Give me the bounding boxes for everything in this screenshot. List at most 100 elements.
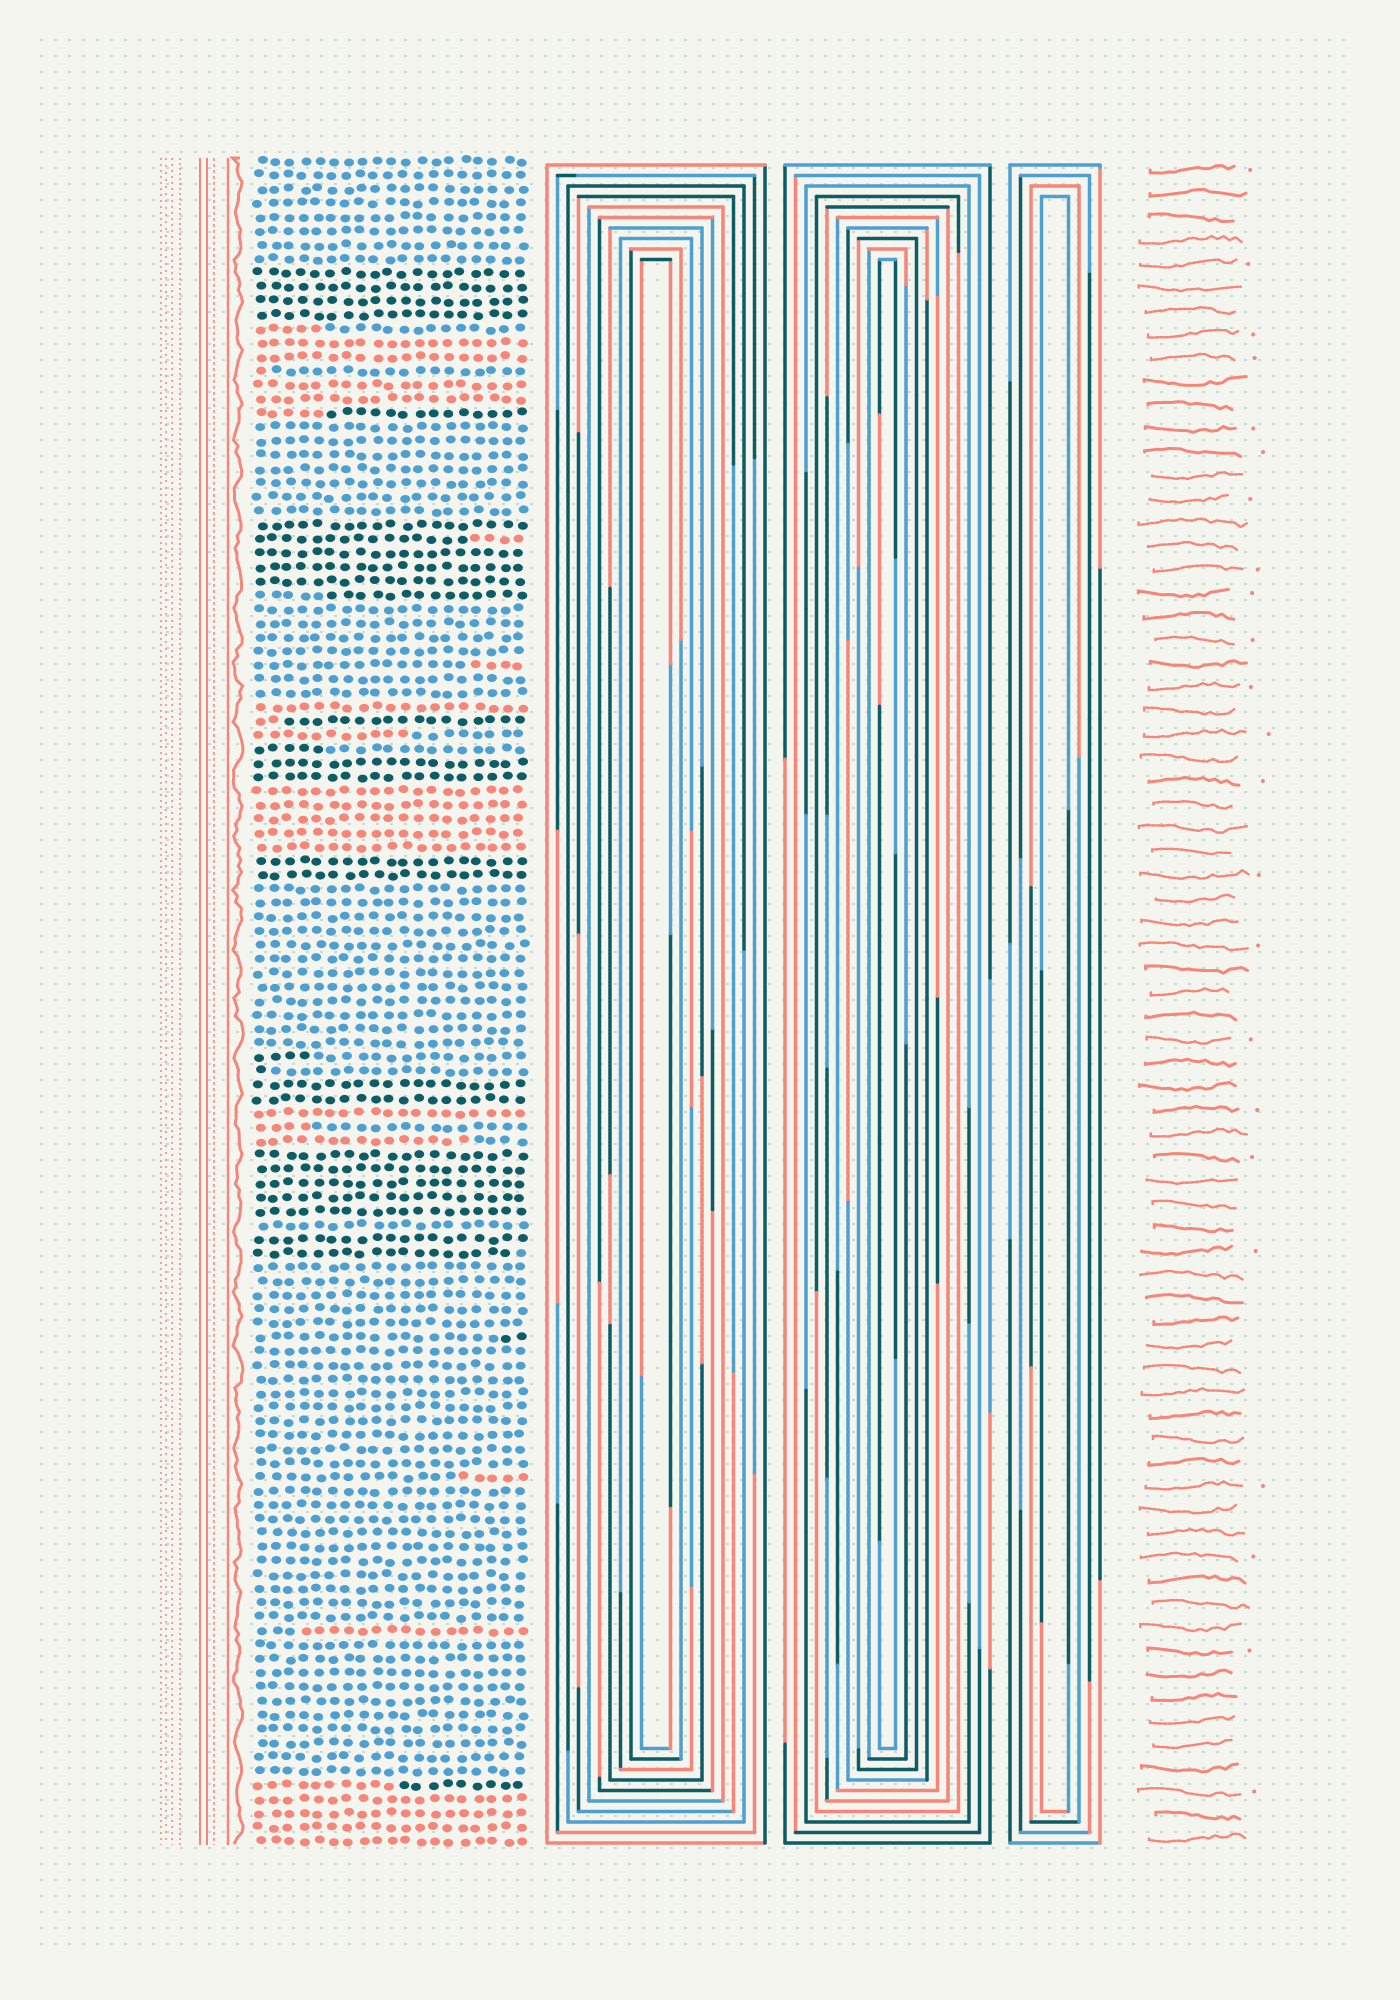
dot	[502, 1711, 513, 1720]
dot	[355, 1303, 366, 1312]
dot	[430, 1459, 441, 1468]
dot	[416, 519, 427, 528]
dot	[257, 1276, 268, 1285]
dot	[427, 1096, 438, 1105]
dot	[282, 1823, 293, 1832]
dot	[515, 323, 526, 332]
dot	[356, 1387, 367, 1396]
dot	[329, 941, 340, 950]
dot	[484, 1502, 495, 1511]
dot	[514, 1429, 525, 1438]
dot	[457, 492, 468, 501]
dot	[326, 1235, 337, 1244]
dot	[297, 788, 308, 797]
dot	[473, 673, 484, 682]
dot	[284, 1485, 295, 1494]
dot	[310, 885, 321, 894]
wavy-line	[1150, 470, 1244, 481]
dot	[344, 1220, 355, 1229]
dot	[512, 662, 523, 671]
dot	[401, 242, 412, 251]
dot	[456, 1179, 467, 1188]
dot	[503, 676, 514, 685]
dot	[354, 225, 365, 234]
dot	[440, 1754, 451, 1763]
dot	[474, 1739, 485, 1748]
wavy-line	[1148, 1409, 1242, 1421]
dot	[373, 339, 384, 348]
dot	[312, 183, 323, 192]
dot	[356, 435, 367, 444]
dot	[296, 1135, 307, 1144]
dot	[500, 619, 511, 628]
dot	[369, 787, 380, 796]
dot	[343, 365, 354, 374]
dot	[267, 1262, 278, 1271]
dot	[459, 856, 470, 865]
dot	[515, 884, 526, 893]
dot	[501, 914, 512, 923]
dot	[468, 1109, 479, 1118]
dot	[253, 1264, 264, 1273]
dot	[455, 1110, 466, 1119]
dot	[412, 465, 423, 474]
dot	[472, 1404, 483, 1413]
dot	[458, 408, 469, 417]
dot	[469, 533, 480, 542]
dot	[313, 1249, 324, 1258]
dot	[515, 367, 526, 376]
dot	[475, 939, 486, 948]
dot	[387, 1836, 398, 1845]
dot	[328, 353, 339, 362]
dot	[328, 379, 339, 388]
dot	[314, 1303, 325, 1312]
dot	[489, 869, 500, 878]
dot	[516, 1207, 527, 1216]
dot	[486, 995, 497, 1004]
wavy-line	[1139, 753, 1239, 764]
wavy-line	[1149, 352, 1237, 362]
dot	[473, 1192, 484, 1201]
dot	[356, 829, 367, 838]
dot	[457, 535, 468, 544]
dot	[459, 897, 470, 906]
dot	[502, 409, 513, 418]
dot	[443, 1695, 454, 1704]
dot	[416, 1486, 427, 1495]
dot	[344, 1653, 355, 1662]
dot	[400, 1403, 411, 1412]
dot	[328, 1361, 339, 1370]
dot	[355, 1345, 366, 1354]
dot	[457, 1431, 468, 1440]
dot	[371, 757, 382, 766]
dot	[268, 338, 279, 347]
dot	[254, 228, 265, 237]
dot	[486, 1443, 497, 1452]
dot	[328, 1389, 339, 1398]
dot	[253, 661, 264, 670]
dot	[454, 267, 465, 276]
dot	[471, 226, 482, 235]
dot	[415, 968, 426, 977]
wavy-line	[1151, 1434, 1245, 1445]
dot	[271, 436, 282, 445]
dot	[381, 493, 392, 502]
dot	[442, 970, 453, 979]
dot	[384, 617, 395, 626]
dot	[398, 368, 409, 377]
dot	[283, 1667, 294, 1676]
dot	[489, 1275, 500, 1284]
stray-dot	[1248, 497, 1253, 501]
dot	[443, 673, 454, 682]
dot	[440, 883, 451, 892]
wavy-line	[1137, 517, 1248, 529]
dot	[472, 1586, 483, 1595]
dot	[473, 1684, 484, 1693]
dot	[456, 1081, 467, 1090]
dot	[310, 1514, 321, 1523]
dot	[282, 1766, 293, 1775]
dot	[386, 1206, 397, 1215]
dot	[501, 1067, 512, 1076]
dot	[458, 466, 469, 475]
dot	[485, 746, 496, 755]
